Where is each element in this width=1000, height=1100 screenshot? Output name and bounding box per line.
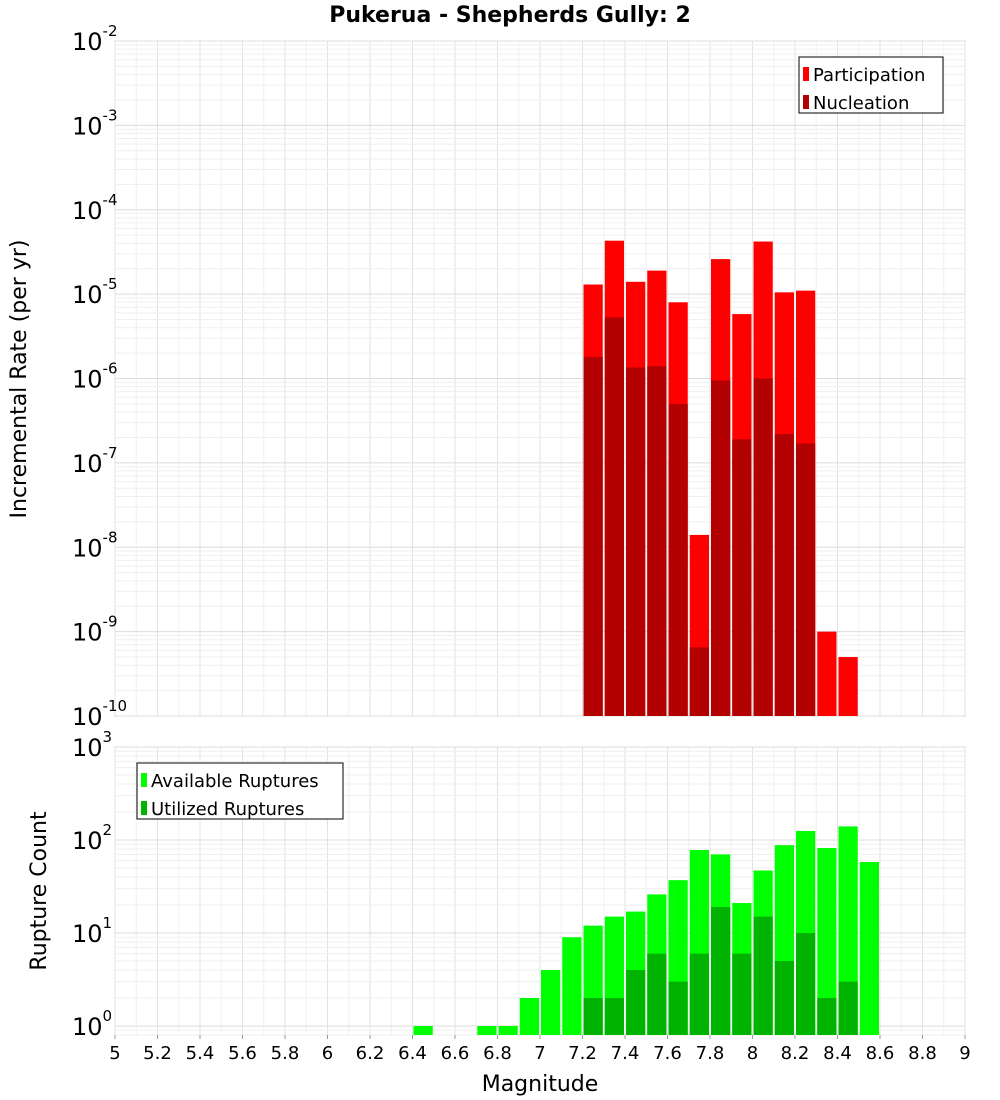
count-bar-available-ruptures (519, 997, 539, 1035)
count-y-tick-label: 101 (72, 914, 112, 948)
count-bar-available-ruptures (859, 861, 879, 1035)
rate-y-axis-label: Incremental Rate (per yr) (7, 240, 32, 519)
count-bar-available-ruptures (413, 1025, 433, 1035)
rate-bar-nucleation (711, 380, 731, 716)
rate-bar-nucleation (774, 433, 794, 716)
rate-grid (114, 40, 966, 717)
x-axis-ticks: 5 5.2 5.4 5.6 5.8 6 6.2 6.4 6.6 6.8 7 7.2 7.4 7.6 7.8 8… (109, 1035, 971, 1064)
rate-bar-nucleation (753, 378, 773, 716)
rate-bar-nucleation (647, 366, 667, 716)
rate-y-ticks: 10-10 10-9 10-8 10-7 10-6 10-5 10-4 10-3 10-2 (72, 22, 127, 731)
x-tick-label: 5.4 (186, 1043, 215, 1064)
x-tick-label: 7.8 (696, 1043, 725, 1064)
count-bar-available-ruptures (477, 1025, 497, 1035)
rate-legend-label: Nucleation (813, 93, 909, 114)
rate-bar-nucleation (604, 317, 624, 716)
x-tick-label: 7 (534, 1043, 545, 1064)
x-tick-label: 5 (109, 1043, 120, 1064)
count-bar-utilized-ruptures (838, 981, 858, 1035)
count-bar-utilized-ruptures (604, 997, 624, 1035)
x-tick-label: 8.8 (908, 1043, 937, 1064)
count-y-tick-label: 102 (72, 821, 112, 855)
rate-y-tick-label: 10-6 (72, 360, 118, 394)
rate-legend-box (798, 56, 944, 114)
count-bar-utilized-ruptures (753, 916, 773, 1035)
count-bar-utilized-ruptures (647, 953, 667, 1035)
x-tick-label: 6.6 (441, 1043, 470, 1064)
rate-y-tick-label: 10-4 (72, 191, 118, 225)
rate-y-tick-label: 10-5 (72, 275, 118, 309)
count-legend-label: Available Ruptures (151, 771, 319, 792)
x-tick-label: 5.6 (228, 1043, 257, 1064)
count-legend: Available Ruptures Utilized Ruptures (136, 762, 344, 820)
x-tick-label: 8.4 (823, 1043, 852, 1064)
rate-y-tick-label: 10-7 (72, 444, 118, 478)
rate-bar-nucleation (626, 367, 646, 716)
count-bar-available-ruptures (817, 848, 837, 1035)
count-y-tick-label: 103 (72, 728, 112, 762)
x-tick-label: 8.2 (781, 1043, 810, 1064)
count-bars (413, 826, 879, 1035)
count-y-tick-label: 100 (72, 1007, 112, 1041)
count-bar-utilized-ruptures (668, 981, 688, 1035)
count-bar-utilized-ruptures (711, 907, 731, 1035)
x-tick-label: 7.2 (568, 1043, 597, 1064)
x-tick-label: 5.8 (271, 1043, 300, 1064)
rate-y-tick-label: 10-2 (72, 22, 118, 56)
count-y-ticks: 100 101 102 103 (72, 728, 112, 1041)
rate-y-tick-label: 10-8 (72, 528, 118, 562)
rate-bar-participation (838, 657, 858, 716)
count-bar-utilized-ruptures (583, 997, 603, 1035)
rate-bar-nucleation (583, 356, 603, 716)
rate-legend: Participation Nucleation (798, 56, 944, 114)
rate-bar-participation (817, 631, 837, 716)
count-legend-box (136, 762, 344, 820)
count-bar-available-ruptures (498, 1025, 518, 1035)
rate-bar-nucleation (796, 443, 816, 716)
x-tick-label: 6.8 (483, 1043, 512, 1064)
x-tick-label: 5.2 (143, 1043, 172, 1064)
x-tick-label: 6 (322, 1043, 333, 1064)
rate-legend-label: Participation (813, 65, 925, 86)
chart-title: Pukerua - Shepherds Gully: 2 (329, 3, 691, 28)
rate-panel: 10-10 10-9 10-8 10-7 10-6 10-5 10-4 10-3 10-2 In… (7, 22, 966, 731)
rate-legend-swatch (803, 67, 809, 81)
count-panel: 100 101 102 103 5 5.2 5.4 5.6 5.8 6 6.2 6.4 6.6 6.8 7… (27, 728, 971, 1097)
count-legend-swatch (141, 801, 147, 815)
x-tick-label: 8 (747, 1043, 758, 1064)
rate-y-tick-label: 10-9 (72, 613, 118, 647)
count-grid (114, 746, 966, 1036)
x-tick-label: 7.6 (653, 1043, 682, 1064)
count-bar-utilized-ruptures (689, 953, 709, 1035)
x-tick-label: 6.2 (356, 1043, 385, 1064)
rate-bar-nucleation (689, 647, 709, 716)
x-tick-label: 6.4 (398, 1043, 427, 1064)
rupture-count-y-axis-label: Rupture Count (27, 811, 52, 971)
rate-bars (583, 240, 858, 717)
rate-legend-swatch (803, 95, 809, 109)
count-legend-label: Utilized Ruptures (151, 799, 304, 820)
count-bar-utilized-ruptures (732, 953, 752, 1035)
rate-bar-nucleation (732, 439, 752, 716)
rate-y-tick-label: 10-10 (72, 697, 127, 731)
x-tick-label: 7.4 (611, 1043, 640, 1064)
rate-y-tick-label: 10-3 (72, 106, 118, 140)
count-bar-utilized-ruptures (626, 969, 646, 1035)
count-bar-utilized-ruptures (774, 960, 794, 1035)
count-bar-available-ruptures (562, 937, 582, 1035)
count-bar-utilized-ruptures (817, 997, 837, 1035)
count-legend-swatch (141, 773, 147, 787)
x-axis-label: Magnitude (482, 1072, 599, 1097)
count-bar-utilized-ruptures (796, 932, 816, 1035)
rate-bar-nucleation (668, 403, 688, 716)
count-bar-available-ruptures (541, 969, 561, 1035)
x-tick-label: 8.6 (866, 1043, 895, 1064)
x-tick-label: 9 (959, 1043, 970, 1064)
